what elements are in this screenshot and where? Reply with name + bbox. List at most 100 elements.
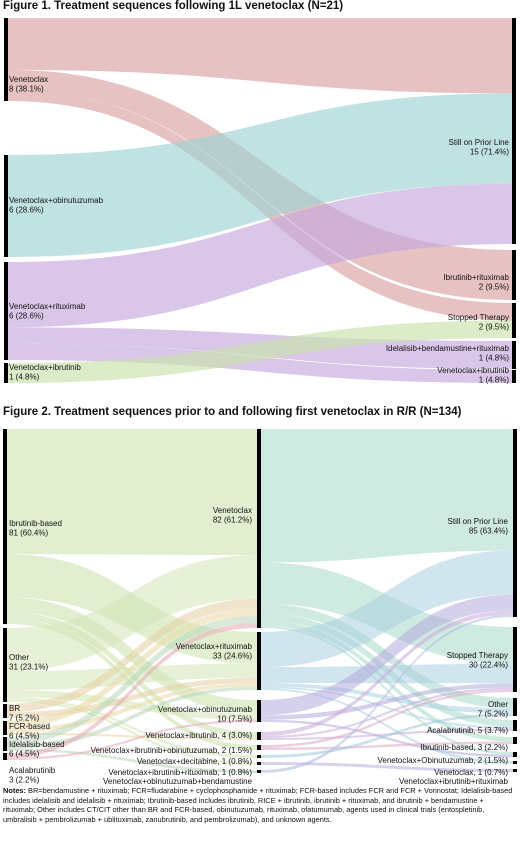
fig2-middle-node-venetoclax-obinutuzumab-bendamustine: [257, 770, 261, 773]
fig1-flow-venetoclax-ibrutinib-to-stopped-therapy: [8, 320, 512, 383]
fig1-target-node-still-on-prior-line: [512, 18, 516, 244]
fig2-target-label-venetoclax-obinutuzumab: Venetoclax+Obinutuzumab, 2 (1.5%): [377, 756, 508, 765]
fig1-node-venetoclax-rituximab: [4, 262, 8, 360]
fig2-middle-label-venetoclax-decitabine: Venetoclax+decitabine, 1 (0.8%): [137, 757, 252, 766]
figure1-title: Figure 1. Treatment sequences following …: [3, 0, 344, 12]
fig2-source-label-br: BR 7 (5.2%): [9, 704, 40, 723]
fig2-flow2-venetoclax-obinutuzumab-to-still-on-prior-line: [261, 594, 513, 716]
sankey-diagrams: Venetoclax 8 (38.1%) Venetoclax+obinutuzum…: [3, 18, 517, 786]
fig2-flow-other-to-venetoclax: [7, 555, 257, 671]
fig2-flow-acalabrutinib-to-venetoclax-obinutuzumab: [7, 719, 257, 760]
fig1-target-node-ibrutinib-rituximab: [512, 250, 516, 300]
fig2-flow2-venetoclax-ibrutinib-to-still-on-prior-line: [261, 610, 513, 736]
fig2-flow2-venetoclax-to-still-on-prior-line: [261, 429, 513, 563]
fig2-source-node-br: [3, 704, 7, 718]
fig2-middle-label-venetoclax-obinutuzumab: Venetoclax+obinutuzumab 10 (7.5%): [158, 705, 253, 724]
fig2-flow2-venetoclax-obinutuzumab-to-venetoclax-obinutuzumab: [261, 719, 513, 757]
fig2-target-label-ibrutinib-based: Ibrutinib-based, 3 (2.2%): [420, 743, 508, 752]
fig2-target-node-other: [513, 698, 517, 716]
fig1-node-venetoclax-obinutuzumab: [4, 155, 8, 257]
fig2-flow-other-to-venetoclax-decitabine: [7, 697, 257, 758]
fig2-middle-node-venetoclax-rituximab: [257, 632, 261, 690]
fig1-target-label-still-on-prior-line: Still on Prior Line 15 (71.4%): [449, 138, 510, 157]
fig2-target-label-venetoclax-ibrutinib-rituximab: Venetoclax+ibrutinib+rituximab: [399, 777, 509, 786]
fig2-middle-node-venetoclax-obinutuzumab: [257, 700, 261, 722]
fig1-target-node-stopped-therapy: [512, 303, 516, 338]
fig1-target-label-ibrutinib-rituximab: Ibrutinib+rituximab 2 (9.5%): [443, 273, 509, 292]
fig2-middle-node-venetoclax-ibrutinib: [257, 732, 261, 740]
fig1-target-node-venetoclax-ibrutinib: [512, 370, 516, 383]
fig2-target-label-acalabrutinib: Acalabrutinib, 5 (3.7%): [427, 726, 508, 735]
fig2-target-label-still-on-prior-line: Still on Prior Line 85 (63.4%): [448, 517, 509, 536]
fig2-flow-br-to-venetoclax: [7, 598, 257, 712]
fig1-node-venetoclax: [4, 18, 8, 101]
fig1-target-node-idelalisib-bendamustine-rituximab: [512, 341, 516, 369]
notes-text: BR=bendamustine + rituximab; FCR=fludara…: [3, 786, 513, 824]
fig2-middle-node-venetoclax-decitabine: [257, 755, 261, 758]
notes-label: Notes:: [3, 786, 26, 795]
fig2-flow2-venetoclax-to-venetoclax-obinutuzumab: [261, 625, 513, 755]
fig2-source-node-acalabrutinib: [3, 753, 7, 760]
fig2-target-node-ibrutinib-based: [513, 737, 517, 744]
fig2-target-node-acalabrutinib: [513, 720, 517, 731]
fig2-flow2-venetoclax-ibrutinib-obinutuzumab-to-stopped-therapy: [261, 689, 513, 748]
fig2-middle-label-venetoclax-ibrutinib: Venetoclax+ibrutinib, 4 (3.0%): [145, 731, 252, 740]
fig1-label-venetoclax-obinutuzumab: Venetoclax+obinutuzumab 6 (28.6%): [9, 196, 104, 215]
fig2-middle-label-venetoclax: Venetoclax 82 (61.2%): [213, 506, 252, 525]
figure2-title: Figure 2. Treatment sequences prior to a…: [3, 406, 462, 418]
fig2-source-label-other: Other 31 (23.1%): [9, 653, 48, 672]
fig2-flow-idelalisib-based-to-venetoclax: [7, 615, 257, 744]
fig2-flow2-venetoclax-rituximab-to-venetoclax: [261, 688, 513, 764]
fig2-middle-label-venetoclax-ibrutinib-rituximab: Venetoclax+ibrutinib+rituximab, 1 (0.8%): [108, 768, 252, 777]
fig2-flow2-venetoclax-decitabine-to-other: [261, 713, 513, 758]
fig2-target-label-other: Other 7 (5.2%): [478, 700, 509, 719]
fig2-source-node-other: [3, 628, 7, 702]
figure-notes: Notes: BR=bendamustine + rituximab; FCR=…: [3, 786, 515, 824]
fig2-target-node-still-on-prior-line: [513, 429, 517, 617]
fig2-flow2-venetoclax-obinutuzumab-bendamustine-to-still-on-prior-line: [261, 614, 513, 773]
fig2-flow-fcr-based-to-venetoclax-rituximab: [7, 682, 257, 733]
fig2-source-node-fcr-based: [3, 721, 7, 735]
fig2-middle-label-venetoclax-obinutuzumab-bendamustine: Venetoclax+obinutuzumab+bendamustine: [103, 777, 253, 786]
fig2-target-label-stopped-therapy: Stopped Therapy 30 (22.4%): [447, 651, 509, 670]
fig2-flow2-venetoclax-obinutuzumab-to-stopped-therapy: [261, 683, 513, 720]
fig2-source-label-acalabrutinib: Acalabrutinib 3 (2.2%): [9, 766, 56, 785]
fig2-source-label-fcr-based: FCR-based 6 (4.5%): [9, 722, 50, 741]
fig1-flow-venetoclax-to-still-on-prior-line: [8, 18, 512, 94]
fig1-label-venetoclax-ibrutinib: Venetoclax+ibrutinib 1 (4.8%): [9, 363, 81, 382]
fig2-target-node-venetoclax-ibrutinib-rituximab: [513, 769, 517, 772]
fig2-source-node-ibrutinib-based: [3, 429, 7, 624]
fig2-middle-node-venetoclax-ibrutinib-rituximab: [257, 762, 261, 765]
fig1-flow-venetoclax-rituximab-to-venetoclax-ibrutinib: [8, 343, 512, 383]
fig2-flow2-venetoclax-ibrutinib-rituximab-to-venetoclax-ibrutinib-rituximab: [261, 762, 513, 772]
fig2-target-node-stopped-therapy: [513, 627, 517, 692]
fig2-flow2-venetoclax-ibrutinib-obinutuzumab-to-ibrutinib-based: [261, 741, 513, 750]
fig2-flow-acalabrutinib-to-venetoclax: [7, 623, 257, 758]
fig1-target-label-idelalisib-bendamustine-rituximab: Idelalisib+bendamustine+rituximab 1 (4.8%…: [386, 344, 510, 363]
fig2-flow2-venetoclax-rituximab-to-other: [261, 682, 513, 714]
fig2-flow-br-to-venetoclax-rituximab: [7, 677, 257, 718]
fig2-flow2-venetoclax-rituximab-to-acalabrutinib: [261, 686, 513, 729]
fig2-middle-node-venetoclax: [257, 429, 261, 628]
fig2-flow-idelalisib-based-to-venetoclax-rituximab: [7, 686, 257, 749]
fig1-target-label-venetoclax-ibrutinib: Venetoclax+ibrutinib 1 (4.8%): [437, 366, 509, 385]
fig2-target-node-venetoclax: [513, 761, 517, 764]
fig2-flow2-venetoclax-ibrutinib-to-stopped-therapy: [261, 687, 513, 738]
fig1-node-venetoclax-ibrutinib: [4, 363, 8, 383]
fig2-middle-node-venetoclax-ibrutinib-obinutuzumab: [257, 745, 261, 750]
fig2-target-node-venetoclax-obinutuzumab: [513, 752, 517, 757]
fig2-middle-label-venetoclax-rituximab: Venetoclax+rituximab 33 (24.6%): [176, 642, 253, 661]
fig2-flow-fcr-based-to-venetoclax: [7, 608, 257, 728]
fig1-flow-venetoclax-obinutuzumab-to-still-on-prior-line: [8, 93, 512, 257]
fig2-flow-ibrutinib-based-to-venetoclax: [7, 429, 257, 556]
fig2-flow-other-to-venetoclax-ibrutinib-rituximab: [7, 699, 257, 765]
fig2-source-node-idelalisib-based: [3, 737, 7, 751]
fig2-flow-ibrutinib-based-to-venetoclax-ibrutinib-obinutuzumab: [7, 619, 257, 750]
fig2-middle-label-venetoclax-ibrutinib-obinutuzumab: Venetoclax+ibrutinib+obinutuzumab, 2 (1.…: [91, 746, 253, 755]
fig2-flow-fcr-based-to-venetoclax-ibrutinib: [7, 732, 257, 740]
fig1-label-venetoclax-rituximab: Venetoclax+rituximab 6 (28.6%): [9, 302, 86, 321]
fig2-source-label-idelalisib-based: Idelalisib-based 6 (4.5%): [9, 740, 65, 759]
fig2-flow-idelalisib-based-to-venetoclax-obinutuzumab-bendamustine: [7, 748, 257, 773]
fig1-target-label-stopped-therapy: Stopped Therapy 2 (9.5%): [448, 313, 510, 332]
fig2-target-label-venetoclax: Venetoclax, 1 (0.7%): [434, 768, 508, 777]
